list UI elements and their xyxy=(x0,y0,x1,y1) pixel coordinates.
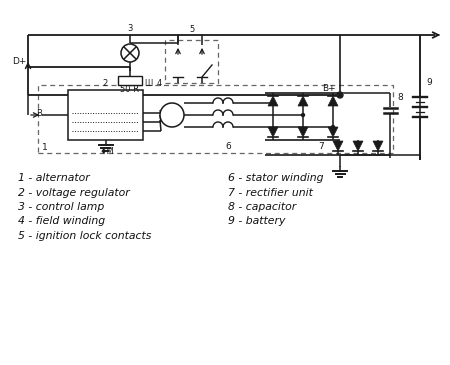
Text: 1 - alternator: 1 - alternator xyxy=(18,173,90,183)
Polygon shape xyxy=(328,127,338,137)
Bar xyxy=(68,90,143,140)
Polygon shape xyxy=(298,96,308,106)
Text: 7: 7 xyxy=(318,142,324,151)
Circle shape xyxy=(271,101,274,104)
Polygon shape xyxy=(353,141,363,151)
Text: 6: 6 xyxy=(225,142,231,151)
Text: 9 - battery: 9 - battery xyxy=(228,216,285,227)
Text: 2: 2 xyxy=(103,79,108,88)
Text: 3: 3 xyxy=(127,24,133,33)
Circle shape xyxy=(160,103,184,127)
Text: 50 R: 50 R xyxy=(121,85,140,94)
Circle shape xyxy=(332,126,334,128)
Text: ♦M: ♦M xyxy=(99,147,114,156)
Text: 4 - field winding: 4 - field winding xyxy=(18,216,105,227)
Polygon shape xyxy=(373,141,383,151)
Bar xyxy=(118,76,142,85)
Polygon shape xyxy=(298,127,308,137)
Text: 7 - rectifier unit: 7 - rectifier unit xyxy=(228,188,313,197)
Circle shape xyxy=(338,93,342,97)
Text: 2 - voltage regulator: 2 - voltage regulator xyxy=(18,188,130,197)
Text: B: B xyxy=(36,108,42,118)
Text: 8 - capacitor: 8 - capacitor xyxy=(228,202,296,212)
Text: B+: B+ xyxy=(322,84,336,93)
Text: 5 - ignition lock contacts: 5 - ignition lock contacts xyxy=(18,231,151,241)
Text: 3 - control lamp: 3 - control lamp xyxy=(18,202,104,212)
Text: 9: 9 xyxy=(426,78,432,87)
Text: 4: 4 xyxy=(157,79,162,88)
Bar xyxy=(38,85,393,153)
Bar xyxy=(165,40,218,83)
Text: 1: 1 xyxy=(42,143,48,152)
Text: 5: 5 xyxy=(189,25,194,34)
Polygon shape xyxy=(268,96,278,106)
Polygon shape xyxy=(328,96,338,106)
Text: 8: 8 xyxy=(397,93,403,102)
Polygon shape xyxy=(268,127,278,137)
Polygon shape xyxy=(333,141,343,151)
Text: 6 - stator winding: 6 - stator winding xyxy=(228,173,324,183)
Text: D+: D+ xyxy=(12,58,27,66)
Circle shape xyxy=(302,114,305,116)
Text: Ш: Ш xyxy=(144,79,152,88)
